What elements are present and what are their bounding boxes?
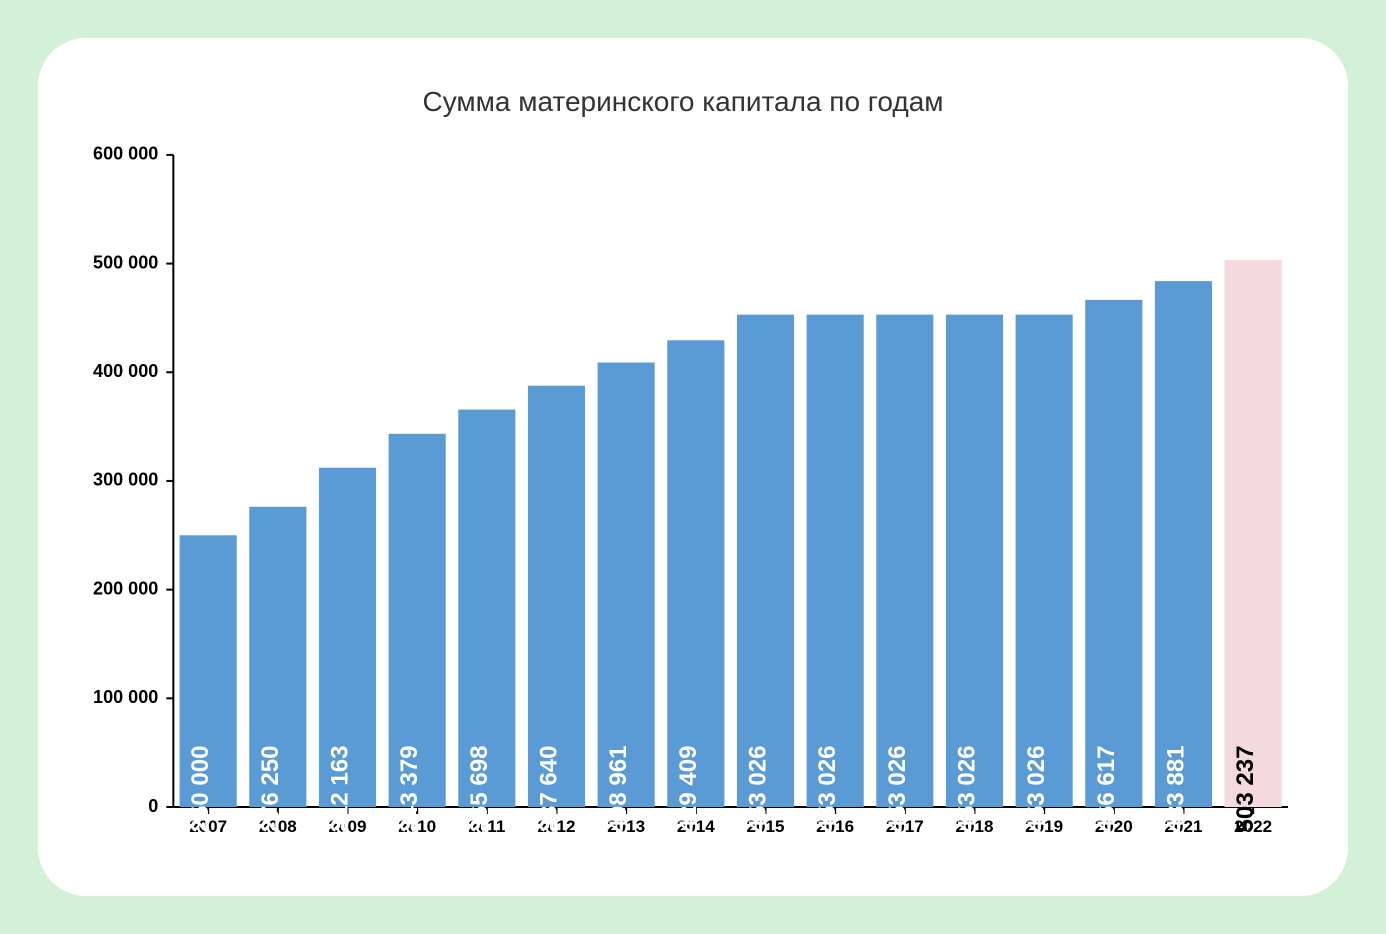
y-tick-label: 400 000 <box>93 361 158 381</box>
bar-value-label: 466 617 <box>1093 745 1120 832</box>
bar <box>1085 300 1142 807</box>
bar-value-label: 343 379 <box>396 745 423 832</box>
bar <box>598 363 655 807</box>
bar-value-label: 408 961 <box>605 745 632 832</box>
bar-value-label: 387 640 <box>535 745 562 832</box>
bar-value-label: 483 881 <box>1162 745 1189 832</box>
bar <box>528 386 585 807</box>
bar-value-label: 453 026 <box>814 745 841 832</box>
y-tick-label: 600 000 <box>93 144 158 164</box>
y-tick-label: 500 000 <box>93 252 158 272</box>
bar <box>1016 315 1073 807</box>
bar-value-label: 365 698 <box>466 745 493 832</box>
bar-value-label: 453 026 <box>1023 745 1050 832</box>
y-tick-label: 0 <box>148 796 158 816</box>
chart-container: 0 100 000 200 000 300 000 400 000 500 000 600 … <box>68 136 1298 856</box>
page-background: Сумма материнского капитала по годам 0 10… <box>0 0 1386 934</box>
bar <box>737 315 794 807</box>
bar <box>667 340 724 807</box>
bar <box>807 315 864 807</box>
bar-value-label: 429 409 <box>675 745 702 832</box>
bar-value-label: 453 026 <box>884 745 911 832</box>
y-tick-label: 200 000 <box>93 578 158 598</box>
bar-chart: 0 100 000 200 000 300 000 400 000 500 000 600 … <box>68 136 1298 856</box>
bar-value-label: 453 026 <box>953 745 980 832</box>
bar-value-label: 503 237 <box>1232 745 1259 832</box>
y-tick-label: 100 000 <box>93 687 158 707</box>
bar <box>946 315 1003 807</box>
chart-title: Сумма материнского капитала по годам <box>68 86 1298 118</box>
bar <box>876 315 933 807</box>
bar-value-label: 312 163 <box>327 745 354 832</box>
bar <box>1225 260 1282 807</box>
bar-value-label: 453 026 <box>744 745 771 832</box>
chart-card: Сумма материнского капитала по годам 0 10… <box>38 38 1348 896</box>
bar-value-label: 250 000 <box>187 745 214 832</box>
y-tick-label: 300 000 <box>93 470 158 490</box>
bar <box>1155 281 1212 807</box>
bar-value-label: 276 250 <box>257 745 284 832</box>
